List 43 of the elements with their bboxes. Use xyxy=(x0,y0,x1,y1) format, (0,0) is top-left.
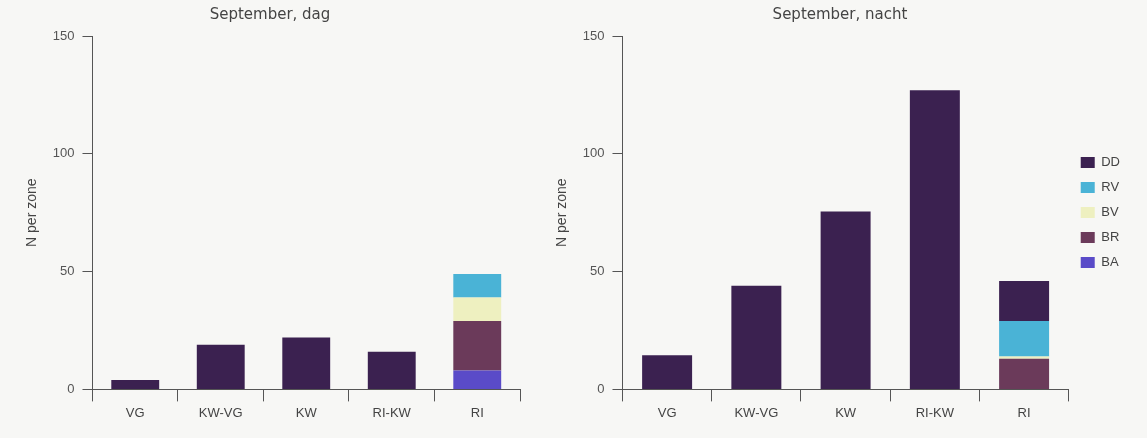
legend-label: DD xyxy=(1101,154,1120,170)
y-tick-label: 0 xyxy=(67,380,75,396)
x-tick-label: RI xyxy=(1017,404,1031,420)
bar xyxy=(453,297,502,322)
bar xyxy=(820,211,871,389)
y-tick-label: 100 xyxy=(52,145,75,161)
bar xyxy=(367,351,416,389)
bar xyxy=(999,281,1050,322)
y-axis-title: N per zone xyxy=(553,178,570,247)
bar xyxy=(453,321,502,371)
y-tick-label: 100 xyxy=(582,145,605,161)
x-tick-label: KW-VG xyxy=(198,404,243,420)
x-tick-label: KW xyxy=(295,404,318,420)
y-tick-label: 50 xyxy=(590,263,605,279)
legend-label: BR xyxy=(1101,229,1120,245)
x-tick-label: KW xyxy=(835,404,857,420)
bar xyxy=(453,370,502,389)
x-tick-label: RI xyxy=(470,404,484,420)
legend-label: BA xyxy=(1101,254,1119,270)
bar xyxy=(999,358,1050,389)
y-tick-label: 0 xyxy=(597,380,605,396)
legend-label: BV xyxy=(1101,204,1119,220)
bar xyxy=(731,285,782,389)
bar xyxy=(282,337,331,389)
bar xyxy=(196,344,245,389)
chart-title: September, nacht xyxy=(772,4,908,23)
bar xyxy=(453,273,502,298)
x-tick-label: KW-VG xyxy=(734,404,779,420)
x-tick-label: VG xyxy=(125,404,145,420)
y-axis-title: N per zone xyxy=(23,178,40,247)
y-tick-label: 150 xyxy=(52,27,75,43)
x-tick-label: RI-KW xyxy=(372,404,412,420)
y-tick-label: 150 xyxy=(582,27,605,43)
bar xyxy=(999,321,1050,357)
legend-label: RV xyxy=(1101,179,1120,195)
bar xyxy=(111,379,160,389)
y-tick-label: 50 xyxy=(60,263,75,279)
bar xyxy=(642,355,693,389)
bar xyxy=(909,90,960,389)
bar xyxy=(999,356,1050,359)
chart-title: September, dag xyxy=(209,4,331,23)
x-tick-label: RI-KW xyxy=(915,404,955,420)
x-tick-label: VG xyxy=(657,404,677,420)
